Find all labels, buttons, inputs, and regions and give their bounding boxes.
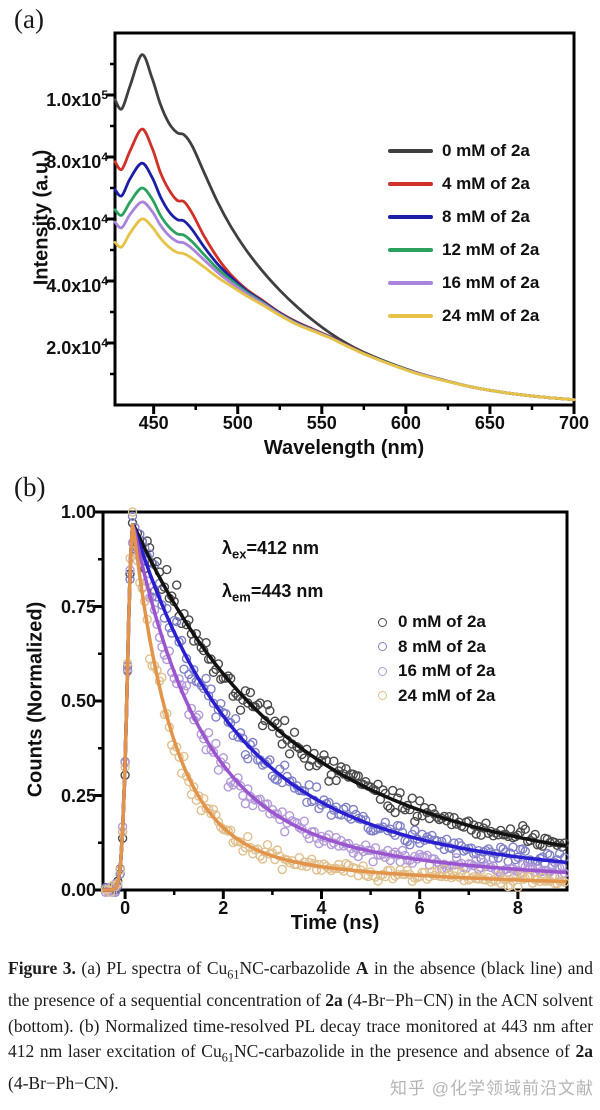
panel-b-fit-line-1 [103,523,567,892]
caption-segment: Figure 3. [8,958,76,978]
legend-label: 0 mM of 2a [398,612,486,632]
panel-b-legend-item: 24 mM of 2a [378,684,495,709]
panel-b-scatter-3 [100,507,570,897]
panel-a-y-tick-label: 1.0x105 [46,88,108,110]
panel-b-legend-item: 16 mM of 2a [378,659,495,684]
panel-a-legend: 0 mM of 2a 4 mM of 2a 8 mM of 2a 12 mM of 2… [388,134,539,332]
legend-circle-marker [378,617,387,627]
legend-line-swatch [388,313,433,318]
panel-b-y-tick-label: 0.50 [60,691,96,711]
caption-segment: in the absence (black line) and the pres… [8,958,593,1010]
panel-b-x-tick-label: 0 [120,898,131,918]
caption-segment: 2a [575,1041,594,1061]
panel-a-legend-item: 24 mM of 2a [388,299,539,332]
legend-line-swatch [388,280,433,285]
panel-b-annotation: λex=412 nm λem=443 nm [222,530,323,615]
legend-line-swatch [388,247,433,252]
panel-a-series-5 [113,217,576,402]
annotation-line: λex=412 nm [222,538,320,562]
panel-a-x-tick-label: 500 [222,413,253,433]
panel-b-fit-line-2 [103,523,567,892]
annotation-line: λem=443 nm [222,580,324,605]
panel-a-x-tick-label: 650 [474,413,505,433]
legend-circle-marker [378,666,387,676]
panel-a-x-tick-label: 700 [558,413,590,433]
panel-a-x-tick-label: 550 [306,413,337,433]
panel-b-legend-item: 0 mM of 2a [378,610,495,635]
panel-b-legend: 0 mM of 2a 8 mM of 2a 16 mM of 2a 24 mM of … [378,610,495,708]
caption-segment: (4-Br−Ph−CN). [8,1073,119,1093]
legend-line-swatch [388,214,433,219]
legend-label: 16 mM of 2a [398,661,496,681]
panel-b-x-tick-label: 4 [316,898,327,918]
plots-canvas [94,31,576,899]
legend-label: 4 mM of 2a [442,173,530,193]
legend-label: 0 mM of 2a [442,140,530,160]
caption-segment: A [355,958,369,978]
caption-segment: NC-carbazolide [239,958,356,978]
panel-a-legend-item: 8 mM of 2a [388,200,539,233]
legend-circle-marker [378,691,387,701]
panel-b-y-axis-title: Counts (Normalized) [24,601,47,798]
panel-b-x-tick-label: 6 [414,898,425,918]
panel-b-label: (b) [14,472,46,502]
legend-label: 8 mM of 2a [442,206,530,226]
panel-a-y-axis-title: Intensity (a.u.) [30,149,53,286]
watermark: 知乎 @化学领域前沿文献 [390,1079,594,1098]
caption-segment: 61 [221,1050,234,1065]
panel-a-y-tick-label: 2.0x104 [46,336,108,358]
caption-segment: (4-Br−Ph−CN) in the ACN solvent (bottom)… [8,990,593,1061]
legend-line-swatch [388,148,433,153]
legend-label: 16 mM of 2a [442,272,540,292]
figure-caption: Figure 3. (a) PL spectra of Cu61NC-carba… [8,956,593,1097]
legend-label: 8 mM of 2a [398,636,486,656]
panel-a-y-tick-label: 6.0x104 [46,212,108,234]
panel-b-x-tick-label: 8 [512,898,523,918]
panel-a-y-tick-label: 4.0x104 [46,274,108,296]
panel-b-x-axis-title: Time (ns) [290,912,380,934]
panel-a-x-tick-label: 450 [138,413,169,433]
caption-segment: (a) PL spectra of Cu [75,958,228,978]
panel-b-legend-item: 8 mM of 2a [378,635,495,660]
panel-b-y-tick-label: 0.25 [60,785,96,806]
caption-segment: 2a [325,990,343,1010]
legend-label: 24 mM of 2a [398,685,496,705]
legend-line-swatch [388,181,433,186]
panel-a-legend-item: 12 mM of 2a [388,233,539,266]
panel-b-axes [101,510,569,892]
caption-segment: NC-carbazolide in the presence and absen… [233,1041,576,1061]
legend-label: 24 mM of 2a [442,305,540,325]
legend-label: 12 mM of 2a [442,239,540,259]
panel-b-x-tick-label: 2 [218,898,229,918]
panel-b-fit-line-0 [103,523,567,892]
panel-a-legend-item: 16 mM of 2a [388,266,539,299]
caption-segment: 61 [227,967,240,982]
panel-a-legend-item: 4 mM of 2a [388,167,539,200]
panel-b-y-tick-label: 1.00 [60,502,96,522]
panel-a-y-tick-label: 8.0x104 [46,150,108,172]
panel-b-y-tick-label: 0.75 [60,596,96,617]
legend-circle-marker [378,642,387,652]
panel-a-label: (a) [14,4,44,34]
panel-b-y-tick-label: 0.00 [60,880,96,900]
panel-a-x-axis-title: Wavelength (nm) [263,437,425,459]
panel-a-legend-item: 0 mM of 2a [388,134,539,167]
panel-b-fit-line-3 [103,523,567,892]
panel-a-x-tick-label: 600 [390,413,421,433]
